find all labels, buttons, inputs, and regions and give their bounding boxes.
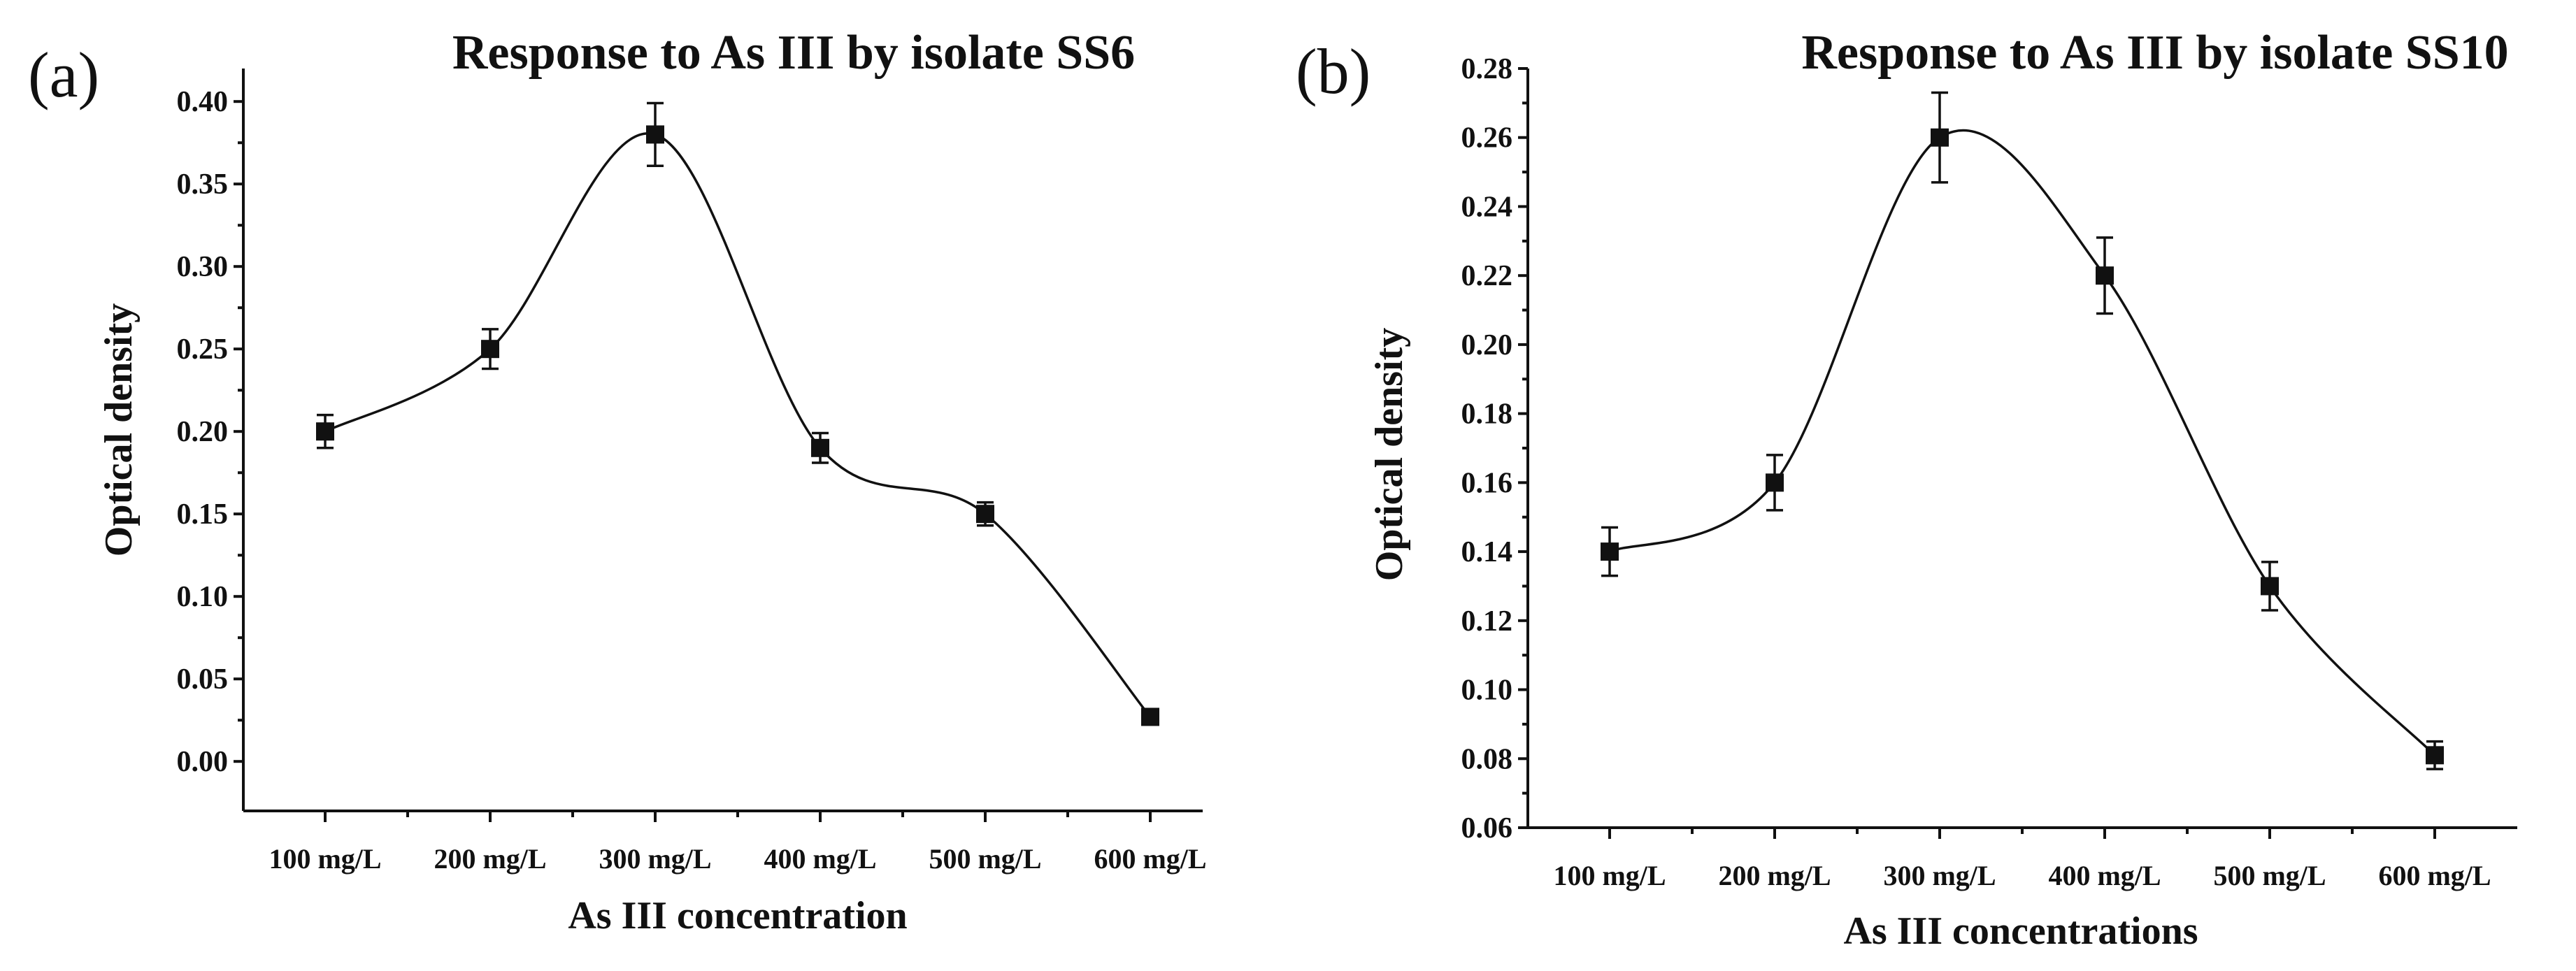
data-point [2096, 266, 2114, 285]
y-axis-label-a: Optical density [97, 303, 141, 556]
y-tick-label: 0.25 [177, 333, 229, 366]
data-point [2426, 746, 2444, 765]
x-tick-label: 100 mg/L [1553, 860, 1666, 891]
x-axis-label-b: As III concentrations [1843, 909, 2198, 953]
panel-label-a: (a) [28, 39, 99, 110]
y-axis-label-b: Optical density [1368, 328, 1411, 581]
y-tick-label: 0.20 [1461, 329, 1513, 361]
y-tick-label: 0.26 [1461, 122, 1513, 154]
x-axis-label-a: As III concentration [568, 894, 907, 937]
data-points-b [1601, 91, 2444, 770]
x-tick-label: 600 mg/L [1094, 843, 1206, 875]
y-tick-label: 0.22 [1461, 260, 1513, 292]
axes-a [242, 69, 1203, 812]
data-point [1766, 473, 1784, 492]
chart-panel-b: (b) Response to As III by isolate SS10 O… [1296, 26, 2517, 953]
x-tick-label: 400 mg/L [764, 843, 876, 875]
y-tick-label: 0.05 [177, 663, 229, 696]
y-tick-label: 0.15 [177, 498, 229, 531]
x-ticks-b: 100 mg/L 200 mg/L 300 mg/L 400 mg/L 500 mg/L… [1553, 828, 2491, 891]
data-point [316, 422, 334, 441]
y-tick-label: 0.10 [1461, 675, 1513, 707]
y-tick-label: 0.12 [1461, 605, 1513, 638]
x-tick-label: 300 mg/L [599, 843, 711, 875]
x-ticks-a: 100 mg/L 200 mg/L 300 mg/L 400 mg/L 500 mg/L… [269, 811, 1207, 875]
x-tick-label: 200 mg/L [434, 843, 546, 875]
y-tick-label: 0.10 [177, 581, 229, 613]
y-tick-label: 0.20 [177, 416, 229, 448]
panel-label-b: (b) [1296, 36, 1371, 107]
series-curve-a [324, 132, 1152, 718]
data-point [976, 505, 994, 524]
series-line [324, 132, 1152, 718]
series-curve-b [1609, 129, 2436, 756]
data-point [481, 340, 499, 359]
data-point [811, 438, 829, 457]
data-points-a [316, 101, 1159, 726]
y-tick-label: 0.40 [177, 86, 229, 118]
chart-title-a: Response to As III by isolate SS6 [452, 26, 1135, 80]
series-line [1609, 129, 2436, 756]
y-ticks-a: 0.00 0.05 0.10 0.15 0.20 0.25 0.30 0.35 0.40 [177, 86, 243, 778]
data-point [2261, 577, 2279, 596]
axes-b [1526, 69, 2517, 829]
data-point [1601, 542, 1619, 561]
data-point [1141, 707, 1159, 726]
y-tick-label: 0.06 [1461, 812, 1513, 844]
x-tick-label: 500 mg/L [929, 843, 1041, 875]
data-point [646, 125, 664, 144]
y-tick-label: 0.14 [1461, 536, 1513, 568]
y-ticks-b: 0.06 0.08 0.10 0.12 0.14 0.16 0.18 0.20 0.22 0.24… [1461, 53, 1528, 844]
chart-title-b: Response to As III by isolate SS10 [1801, 26, 2508, 80]
x-tick-label: 500 mg/L [2213, 860, 2326, 891]
y-tick-label: 0.28 [1461, 53, 1513, 85]
x-tick-label: 300 mg/L [1883, 860, 1996, 891]
x-tick-label: 600 mg/L [2378, 860, 2491, 891]
y-tick-label: 0.30 [177, 251, 229, 283]
y-tick-label: 0.18 [1461, 398, 1513, 431]
x-tick-label: 200 mg/L [1718, 860, 1831, 891]
chart-panel-a: (a) Response to As III by isolate SS6 Op… [28, 26, 1207, 937]
y-tick-label: 0.08 [1461, 743, 1513, 775]
x-tick-label: 100 mg/L [269, 843, 381, 875]
y-tick-label: 0.35 [177, 168, 229, 201]
x-tick-label: 400 mg/L [2048, 860, 2161, 891]
y-tick-label: 0.00 [177, 746, 229, 778]
data-point [1931, 128, 1949, 147]
y-tick-label: 0.24 [1461, 191, 1513, 223]
y-tick-label: 0.16 [1461, 467, 1513, 499]
